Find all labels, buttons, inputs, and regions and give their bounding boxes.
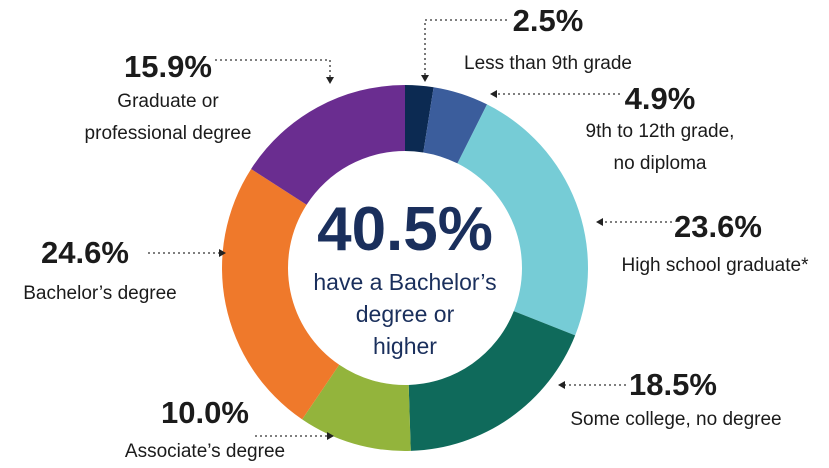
leader-arrow [326, 77, 334, 84]
donut-segment [408, 311, 576, 451]
value-label: 18.5% [629, 367, 717, 402]
value-label: 2.5% [512, 3, 584, 38]
category-label: Graduate or professional degree [84, 91, 252, 144]
leader-arrow [421, 75, 429, 82]
donut-segment [251, 85, 405, 205]
donut-segment [302, 364, 411, 451]
center-text-line: have a Bachelor’s [313, 269, 497, 295]
leader-arrow [558, 381, 565, 389]
donut-segment [405, 85, 434, 153]
leader-line [424, 19, 507, 78]
value-label: 10.0% [161, 395, 249, 430]
category-label: Less than 9th grade [464, 53, 632, 74]
leader-arrow [327, 432, 334, 440]
leader-line [215, 59, 331, 80]
donut-segment [457, 104, 589, 336]
donut-segment [222, 168, 340, 420]
center-text-line: degree or [355, 301, 455, 327]
category-label: Some college, no degree [570, 409, 782, 430]
leader-arrow [219, 249, 226, 257]
value-label: 23.6% [674, 209, 762, 244]
leader-arrow [490, 90, 497, 98]
value-label: 24.6% [41, 235, 129, 270]
leader-arrow [596, 218, 603, 226]
category-label: High school graduate* [621, 255, 809, 276]
center-value: 40.5% [317, 195, 493, 264]
leader-lines [148, 19, 672, 437]
value-label: 15.9% [124, 49, 212, 84]
category-label: Bachelor’s degree [23, 283, 177, 304]
category-label: Associate’s degree [124, 441, 286, 462]
value-label: 4.9% [624, 81, 696, 116]
center-text-line: higher [373, 333, 437, 359]
category-label: 9th to 12th grade, no diploma [585, 121, 735, 174]
center-text: have a Bachelor’s degree or higher [295, 266, 515, 362]
donut-segment [423, 87, 488, 164]
